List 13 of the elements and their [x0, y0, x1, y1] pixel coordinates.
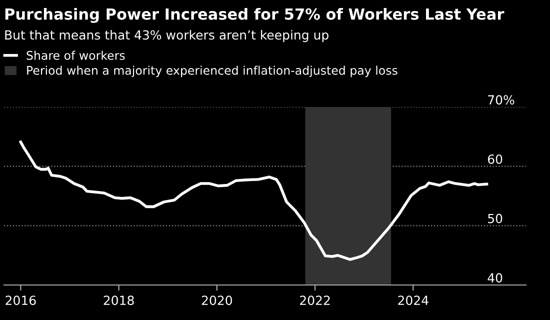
legend-label: Period when a majority experienced inflation-adjusted pay loss [27, 66, 398, 78]
x-tick-label: 2022 [300, 296, 330, 306]
y-tick-label: 40 [488, 273, 502, 283]
y-tick-label: 60 [488, 154, 502, 164]
x-tick-label: 2016 [6, 296, 36, 306]
x-tick-label: 2020 [202, 296, 232, 306]
chart-subtitle: But that means that 43% workers aren’t keeping up [5, 30, 328, 42]
chart-title: Purchasing Power Increased for 57% of Workers Last Year [5, 8, 504, 23]
y-tick-label: 50 [488, 214, 502, 224]
legend-label: Share of workers [26, 50, 125, 60]
y-tick-label: 70% [488, 95, 514, 105]
x-tick-label: 2018 [104, 296, 134, 306]
x-tick-label: 2024 [398, 296, 428, 306]
